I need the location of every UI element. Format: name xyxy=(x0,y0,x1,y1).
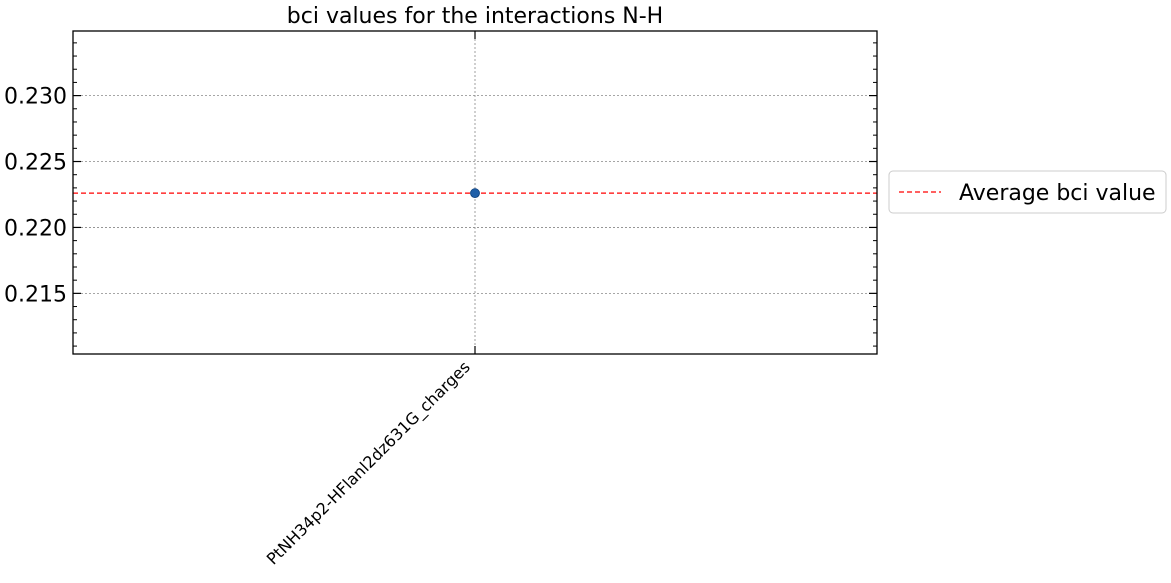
x-tick-label: PtNH34p2-HFlanl2dz631G_charges xyxy=(263,357,475,569)
y-tick-label: 0.230 xyxy=(4,85,67,110)
chart-title: bci values for the interactions N-H xyxy=(287,4,663,29)
legend: Average bci value xyxy=(888,170,1167,214)
data-point xyxy=(470,188,480,199)
y-tick-label: 0.220 xyxy=(4,216,67,241)
y-tick-label: 0.225 xyxy=(4,151,67,176)
y-tick-labels: 0.215 0.220 0.225 0.230 xyxy=(4,85,67,308)
y-tick-label: 0.215 xyxy=(4,282,67,307)
legend-box xyxy=(888,170,1167,214)
x-tick-labels: PtNH34p2-HFlanl2dz631G_charges xyxy=(263,357,475,569)
legend-average-label: Average bci value xyxy=(959,181,1156,206)
data-points xyxy=(470,188,480,199)
axis-ticks xyxy=(73,31,877,354)
